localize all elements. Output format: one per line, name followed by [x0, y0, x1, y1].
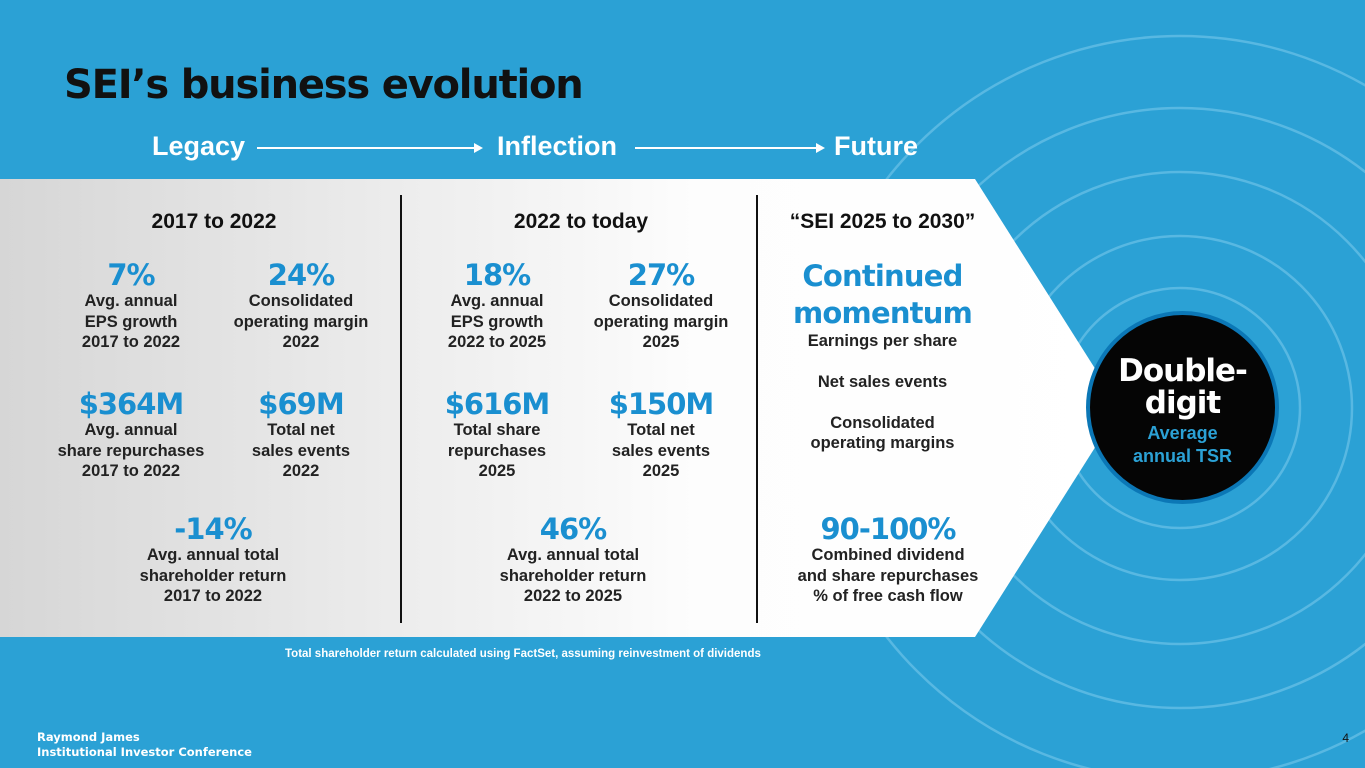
column-divider	[756, 195, 758, 623]
stat-label: 2017 to 2022	[81, 462, 181, 480]
stat-label: EPS growth	[84, 312, 178, 331]
circle-subtitle: Average annual TSR	[1090, 422, 1275, 468]
stat-label: Avg. annual	[84, 421, 178, 439]
legacy-period: 2017 to 2022	[151, 210, 277, 233]
stat-label: Consolidated	[608, 292, 714, 310]
future-period: “SEI 2025 to 2030”	[789, 210, 976, 233]
inflection-sales-stat: $150M Total net sales events 2025	[580, 388, 742, 482]
stat-value: 90-100%	[820, 512, 957, 546]
inflection-margin-stat: 27% Consolidated operating margin 2025	[580, 259, 742, 353]
stat-label: Avg. annual	[84, 292, 178, 310]
stat-label: Avg. annual total	[506, 546, 640, 564]
stat-label: sales events	[251, 441, 351, 460]
phase-inflection: Inflection	[497, 131, 617, 161]
stat-label: operating margin	[233, 312, 369, 331]
stat-label: Avg. annual	[450, 292, 544, 310]
stat-label: Total net	[627, 421, 695, 439]
inflection-repurchases-stat: $616M Total share repurchases 2025	[416, 388, 578, 482]
tsr-circle: Double- digit Average annual TSR	[1086, 311, 1279, 504]
brand-footer: Raymond James Institutional Investor Con…	[37, 730, 252, 760]
evolution-panel	[0, 179, 1120, 637]
stat-label: repurchases	[447, 441, 547, 460]
page-number: 4	[1342, 731, 1349, 745]
stat-value: $69M	[258, 387, 344, 421]
future-payout-stat: 90-100% Combined dividend and share repu…	[772, 513, 1004, 607]
circle-subtitle-line: Average	[1147, 423, 1218, 443]
stat-value: 24%	[267, 258, 335, 292]
future-item: Earnings per share	[807, 332, 958, 350]
stat-label: Avg. annual total	[146, 546, 280, 564]
circle-headline: Double-	[1118, 353, 1248, 389]
stat-label: shareholder return	[499, 566, 647, 585]
circle-subtitle-line: annual TSR	[1132, 446, 1232, 466]
stat-value: $616M	[444, 387, 551, 421]
stat-label: Combined dividend	[811, 546, 965, 564]
stat-label: 2017 to 2022	[81, 333, 181, 351]
legacy-repurchases-stat: $364M Avg. annual share repurchases 2017…	[50, 388, 212, 482]
stat-label: Total net	[267, 421, 335, 439]
circle-headline: digit	[1144, 385, 1221, 421]
stat-label: 2025	[642, 462, 680, 480]
stat-label: 2022 to 2025	[447, 333, 547, 351]
stat-label: 2025	[478, 462, 516, 480]
stat-label: EPS growth	[450, 312, 544, 331]
future-headline: Continued momentum	[760, 258, 1005, 332]
brand-line: Institutional Investor Conference	[37, 745, 252, 759]
stat-value: 46%	[539, 512, 607, 546]
arrow-inflection-to-future	[635, 143, 825, 153]
stat-value: 27%	[627, 258, 695, 292]
stat-label: and share repurchases	[797, 566, 979, 585]
stat-label: Consolidated	[248, 292, 354, 310]
stat-value: 18%	[463, 258, 531, 292]
brand-line: Raymond James	[37, 730, 140, 744]
stat-value: $150M	[608, 387, 715, 421]
stat-value: -14%	[174, 512, 252, 546]
inflection-period: 2022 to today	[513, 210, 649, 233]
stat-label: 2022 to 2025	[523, 587, 623, 605]
stat-label: share repurchases	[57, 441, 205, 460]
legacy-tsr-stat: -14% Avg. annual total shareholder retur…	[110, 513, 316, 607]
headline-line: Continued	[802, 259, 963, 293]
future-item: Consolidated	[830, 414, 935, 432]
legacy-margin-stat: 24% Consolidated operating margin 2022	[220, 259, 382, 353]
stat-label: 2025	[642, 333, 680, 351]
headline-line: momentum	[793, 296, 973, 330]
future-item: operating margins	[810, 434, 955, 452]
inflection-eps-stat: 18% Avg. annual EPS growth 2022 to 2025	[416, 259, 578, 353]
arrow-legacy-to-inflection	[257, 143, 483, 153]
inflection-tsr-stat: 46% Avg. annual total shareholder return…	[470, 513, 676, 607]
stat-label: 2022	[282, 462, 320, 480]
column-divider	[400, 195, 402, 623]
phase-future: Future	[834, 131, 918, 161]
stat-value: $364M	[78, 387, 185, 421]
stat-label: operating margin	[593, 312, 729, 331]
stat-label: 2022	[282, 333, 320, 351]
footnote: Total shareholder return calculated usin…	[285, 648, 761, 660]
stat-label: % of free cash flow	[813, 587, 963, 605]
page-title: SEI’s business evolution	[64, 62, 584, 108]
legacy-sales-stat: $69M Total net sales events 2022	[220, 388, 382, 482]
stat-value: 7%	[107, 258, 155, 292]
legacy-eps-stat: 7% Avg. annual EPS growth 2017 to 2022	[50, 259, 212, 353]
stat-label: sales events	[611, 441, 711, 460]
phase-legacy: Legacy	[152, 131, 246, 161]
stat-label: Total share	[453, 421, 541, 439]
stat-label: shareholder return	[139, 566, 287, 585]
stat-label: 2017 to 2022	[163, 587, 263, 605]
future-item: Net sales events	[817, 373, 948, 391]
